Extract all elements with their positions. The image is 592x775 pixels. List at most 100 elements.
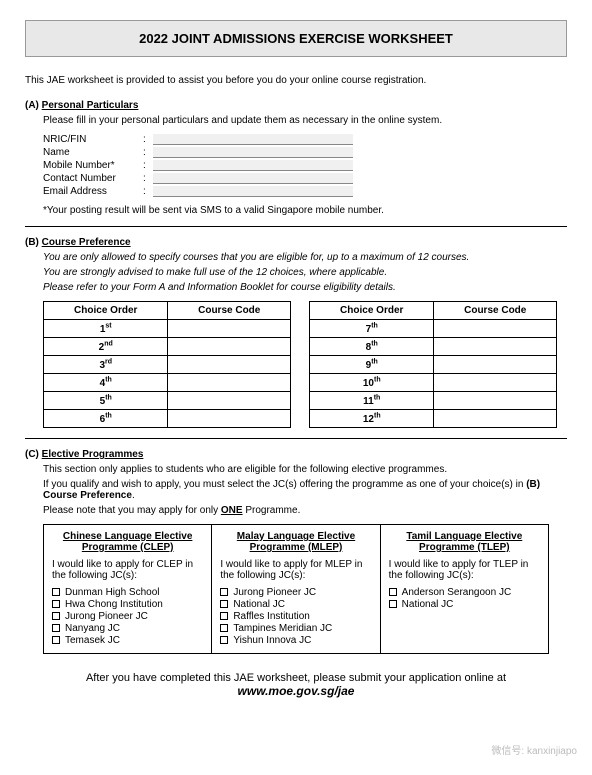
choice-order-cell: 6th	[44, 410, 168, 428]
course-code-cell[interactable]	[434, 410, 557, 428]
checkbox[interactable]	[52, 636, 60, 644]
course-code-cell[interactable]	[168, 356, 291, 374]
field-email: Email Address :	[43, 186, 567, 197]
course-code-cell[interactable]	[434, 320, 557, 338]
choice-tables: Choice Order Course Code 1st2nd3rd4th5th…	[43, 301, 567, 428]
checkbox-row: Raffles Institution	[220, 611, 371, 622]
checkbox-label: Anderson Serangoon JC	[402, 587, 512, 598]
course-code-cell[interactable]	[434, 356, 557, 374]
elective-title: Chinese Language ElectiveProgramme (CLEP…	[52, 531, 203, 553]
col-order: Choice Order	[310, 302, 434, 320]
section-c-line2: If you qualify and wish to apply, you mu…	[43, 479, 567, 501]
checkbox[interactable]	[220, 636, 228, 644]
table-row: 10th	[310, 374, 557, 392]
text: If you qualify and wish to apply, you mu…	[43, 479, 526, 490]
table-row: 6th	[44, 410, 291, 428]
checkbox-row: Tampines Meridian JC	[220, 623, 371, 634]
colon: :	[143, 134, 153, 145]
section-a-title: Personal Particulars	[42, 100, 139, 111]
course-code-cell[interactable]	[168, 392, 291, 410]
footer: After you have completed this JAE worksh…	[25, 672, 567, 698]
divider	[25, 438, 567, 439]
elective-title: Tamil Language ElectiveProgramme (TLEP)	[389, 531, 540, 553]
field-label: NRIC/FIN	[43, 134, 143, 145]
divider	[25, 226, 567, 227]
table-row: 4th	[44, 374, 291, 392]
course-code-cell[interactable]	[168, 320, 291, 338]
table-row: 5th	[44, 392, 291, 410]
colon: :	[143, 186, 153, 197]
checkbox[interactable]	[389, 588, 397, 596]
checkbox-label: Jurong Pioneer JC	[65, 611, 148, 622]
course-code-cell[interactable]	[168, 374, 291, 392]
checkbox-row: Anderson Serangoon JC	[389, 587, 540, 598]
checkbox[interactable]	[220, 624, 228, 632]
checkbox[interactable]	[220, 588, 228, 596]
checkbox-label: Jurong Pioneer JC	[233, 587, 316, 598]
footer-line: After you have completed this JAE worksh…	[25, 672, 567, 684]
field-contact: Contact Number :	[43, 173, 567, 184]
course-code-cell[interactable]	[168, 410, 291, 428]
course-code-cell[interactable]	[434, 338, 557, 356]
elective-subtext: I would like to apply for MLEP in the fo…	[220, 559, 371, 581]
section-c-title: Elective Programmes	[42, 449, 144, 460]
elective-title: Malay Language ElectiveProgramme (MLEP)	[220, 531, 371, 553]
choice-order-cell: 5th	[44, 392, 168, 410]
checkbox-label: Yishun Innova JC	[233, 635, 311, 646]
section-b-header: (B) Course Preference	[25, 237, 567, 248]
checkbox[interactable]	[220, 612, 228, 620]
choice-order-cell: 3rd	[44, 356, 168, 374]
table-row: 1st	[44, 320, 291, 338]
section-b-label: (B)	[25, 237, 39, 248]
elective-column: Malay Language ElectiveProgramme (MLEP) I…	[212, 525, 380, 653]
checkbox[interactable]	[52, 600, 60, 608]
choice-table-right: Choice Order Course Code 7th8th9th10th11…	[309, 301, 557, 428]
elective-box: Chinese Language ElectiveProgramme (CLEP…	[43, 524, 549, 654]
choice-order-cell: 10th	[310, 374, 434, 392]
colon: :	[143, 147, 153, 158]
checkbox-label: Temasek JC	[65, 635, 120, 646]
col-order: Choice Order	[44, 302, 168, 320]
course-code-cell[interactable]	[434, 392, 557, 410]
text-bold: ONE	[221, 505, 243, 516]
text: Programme.	[243, 505, 301, 516]
course-code-cell[interactable]	[168, 338, 291, 356]
checkbox-label: Hwa Chong Institution	[65, 599, 163, 610]
checkbox-row: National JC	[389, 599, 540, 610]
section-b-line2: You are strongly advised to make full us…	[43, 267, 567, 278]
field-input-line[interactable]	[153, 186, 353, 197]
field-input-line[interactable]	[153, 147, 353, 158]
field-label: Contact Number	[43, 173, 143, 184]
choice-order-cell: 7th	[310, 320, 434, 338]
checkbox-label: Dunman High School	[65, 587, 160, 598]
section-c-label: (C)	[25, 449, 39, 460]
checkbox[interactable]	[52, 612, 60, 620]
page-title: 2022 JOINT ADMISSIONS EXERCISE WORKSHEET	[25, 20, 567, 57]
section-b-title: Course Preference	[42, 237, 131, 248]
table-row: 9th	[310, 356, 557, 374]
field-input-line[interactable]	[153, 134, 353, 145]
col-code: Course Code	[168, 302, 291, 320]
choice-table-left: Choice Order Course Code 1st2nd3rd4th5th…	[43, 301, 291, 428]
footer-url: www.moe.gov.sg/jae	[25, 684, 567, 698]
field-name: Name :	[43, 147, 567, 158]
checkbox[interactable]	[52, 588, 60, 596]
checkbox[interactable]	[389, 600, 397, 608]
section-a-instruction: Please fill in your personal particulars…	[43, 115, 567, 126]
checkbox-label: National JC	[402, 599, 454, 610]
section-c-line1: This section only applies to students wh…	[43, 464, 567, 475]
choice-order-cell: 2nd	[44, 338, 168, 356]
field-mobile: Mobile Number* :	[43, 160, 567, 171]
field-input-line[interactable]	[153, 160, 353, 171]
course-code-cell[interactable]	[434, 374, 557, 392]
checkbox-row: Jurong Pioneer JC	[52, 611, 203, 622]
choice-order-cell: 4th	[44, 374, 168, 392]
checkbox[interactable]	[220, 600, 228, 608]
elective-subtext: I would like to apply for CLEP in the fo…	[52, 559, 203, 581]
choice-order-cell: 11th	[310, 392, 434, 410]
checkbox-row: National JC	[220, 599, 371, 610]
field-input-line[interactable]	[153, 173, 353, 184]
field-nric: NRIC/FIN :	[43, 134, 567, 145]
table-row: 8th	[310, 338, 557, 356]
checkbox[interactable]	[52, 624, 60, 632]
